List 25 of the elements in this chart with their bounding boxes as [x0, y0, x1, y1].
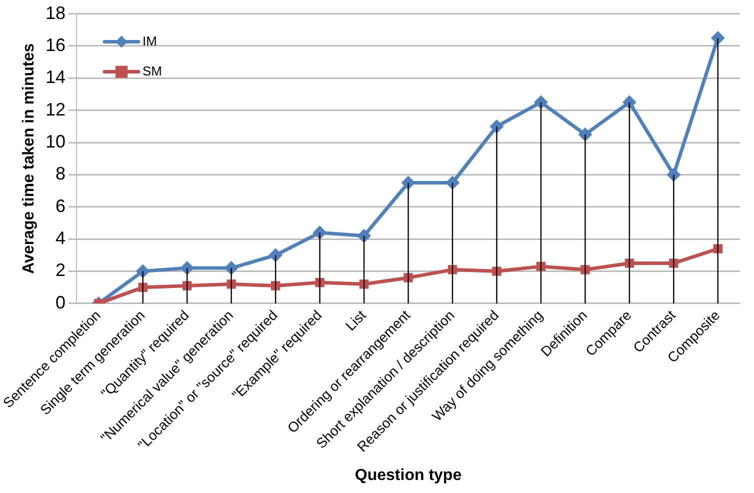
y-tick-label: 16 — [45, 34, 66, 55]
y-tick-label: 2 — [55, 260, 66, 280]
legend-label: SM — [142, 63, 162, 78]
y-tick-label: 14 — [45, 67, 66, 88]
point — [490, 119, 504, 134]
point — [136, 264, 150, 278]
y-tick-label: 8 — [55, 164, 66, 184]
y-axis-title: Average time taken in minutes — [20, 43, 38, 274]
y-tick-label: 12 — [45, 99, 66, 120]
point — [180, 261, 194, 276]
y-tick-label: 6 — [55, 196, 66, 216]
point — [445, 176, 460, 190]
point — [534, 95, 548, 110]
y-tick-label: 10 — [45, 132, 66, 152]
point — [622, 95, 636, 110]
y-tick-label: 4 — [55, 228, 66, 248]
y-tick-label: 0 — [55, 292, 66, 312]
point — [666, 168, 681, 182]
point — [268, 248, 283, 262]
point — [578, 127, 592, 142]
x-axis-title: Question type — [354, 466, 462, 484]
point — [710, 30, 725, 45]
point — [357, 228, 372, 243]
y-tick-label: 18 — [45, 2, 66, 23]
legend-label: IM — [142, 33, 157, 48]
